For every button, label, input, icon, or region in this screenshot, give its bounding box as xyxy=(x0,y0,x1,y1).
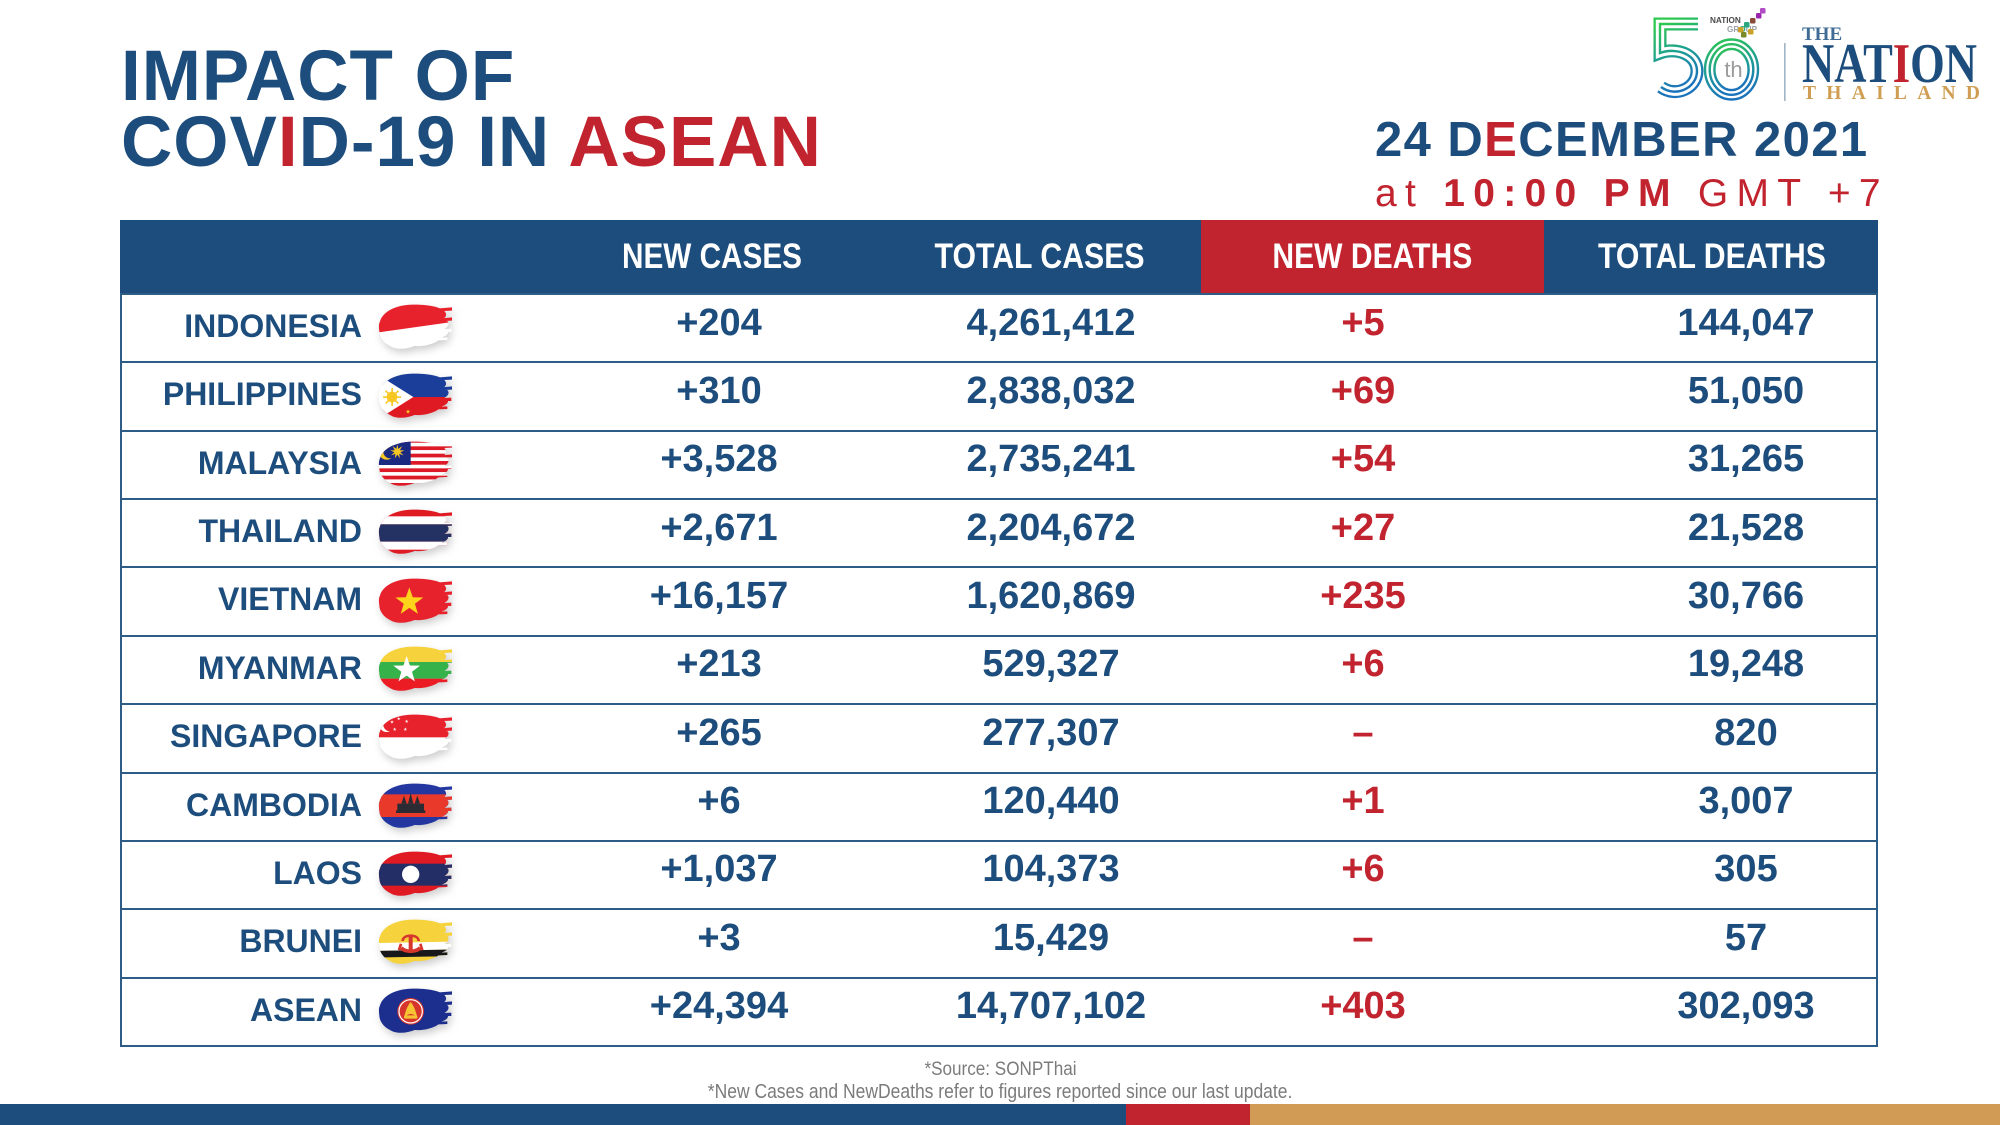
svg-text:th: th xyxy=(1724,57,1742,82)
svg-text:NATION: NATION xyxy=(1710,16,1741,25)
svg-text:NATION: NATION xyxy=(1802,33,1977,95)
svg-text:THE: THE xyxy=(1802,24,1842,45)
